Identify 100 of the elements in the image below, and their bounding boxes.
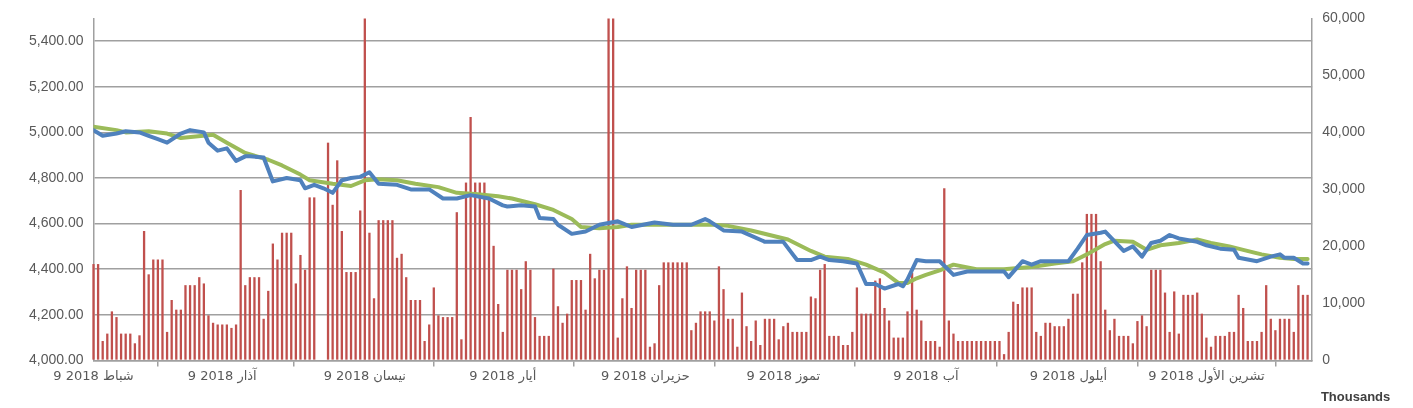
bar	[1191, 294, 1194, 360]
bar	[860, 313, 863, 360]
bar	[230, 327, 233, 360]
bar	[644, 269, 647, 360]
bar	[1099, 261, 1102, 360]
bar	[331, 204, 334, 360]
y2-tick-label: 20,000	[1322, 237, 1366, 254]
bar	[515, 269, 518, 360]
x-tick-label: 9 شباط 2018	[53, 367, 134, 383]
bar	[1159, 269, 1162, 360]
bar	[584, 309, 587, 360]
bar	[1076, 293, 1079, 360]
y2-tick-label: 10,000	[1322, 294, 1366, 311]
x-tick-label: 9 أيار 2018	[469, 366, 537, 384]
x-tick-label: 9 حزيران 2018	[600, 367, 690, 384]
bar	[699, 311, 702, 360]
bar	[552, 268, 555, 360]
y-tick-label: 5,000.00	[29, 123, 84, 140]
bar	[285, 232, 288, 360]
bar	[1297, 285, 1300, 360]
bar	[391, 220, 394, 360]
bar	[400, 253, 403, 360]
bar	[184, 285, 187, 360]
bar	[906, 311, 909, 360]
bar	[1113, 318, 1116, 360]
y-tick-label: 5,200.00	[29, 77, 84, 94]
y-tick-label: 4,600.00	[29, 214, 84, 231]
bar	[1228, 331, 1231, 360]
bar	[837, 335, 840, 360]
bar	[1136, 321, 1139, 360]
bar	[676, 262, 679, 360]
bar	[952, 333, 955, 360]
bar	[492, 245, 495, 360]
y2-axis-title: Thousands	[1320, 388, 1391, 404]
bar	[998, 341, 1001, 360]
y2-tick-label: 30,000	[1322, 180, 1366, 197]
bar	[1205, 337, 1208, 360]
bar	[161, 259, 164, 360]
y-tick-label: 4,800.00	[29, 168, 84, 185]
bar	[598, 269, 601, 360]
bar	[1145, 326, 1148, 360]
x-tick-label: 9 أيلول 2018	[1029, 366, 1108, 384]
bar	[1237, 294, 1240, 360]
bar	[538, 335, 541, 360]
bar	[92, 264, 95, 360]
bar	[791, 331, 794, 360]
bar	[1067, 318, 1070, 360]
bar	[1182, 294, 1185, 360]
bar	[506, 269, 509, 360]
x-tick-label: 9 تموز 2018	[746, 367, 821, 384]
bar	[437, 315, 440, 360]
bar	[814, 298, 817, 360]
bar	[308, 197, 311, 360]
bar	[207, 315, 210, 360]
bar	[423, 341, 426, 360]
x-tick-label: 9 نيسان 2018	[323, 367, 406, 383]
bar	[1053, 326, 1056, 360]
bar	[460, 339, 463, 360]
bar	[561, 322, 564, 360]
bar	[1306, 294, 1309, 360]
bar	[1021, 287, 1024, 360]
y-tick-label: 4,400.00	[29, 260, 84, 277]
bar	[722, 289, 725, 360]
bar	[630, 307, 633, 360]
x-tick-label: 9 آب 2018	[893, 366, 961, 383]
bar	[1283, 318, 1286, 360]
bar	[653, 343, 656, 360]
bar	[138, 335, 141, 360]
y2-tick-label: 60,000	[1322, 9, 1366, 26]
bar	[1090, 213, 1093, 360]
x-tick-label: 9 آذار 2018	[187, 366, 259, 384]
bar	[345, 272, 348, 360]
bar	[483, 182, 486, 360]
bar	[469, 117, 472, 360]
bar	[621, 298, 624, 360]
bar	[1122, 335, 1125, 360]
y2-tick-label: 50,000	[1322, 66, 1366, 83]
bar	[276, 259, 279, 360]
y-tick-label: 4,000.00	[29, 351, 84, 368]
bar	[377, 220, 380, 360]
bar	[575, 280, 578, 360]
bar	[607, 18, 610, 360]
bar	[529, 269, 532, 360]
bar	[1214, 335, 1217, 360]
y-tick-label: 4,200.00	[29, 305, 84, 322]
y2-tick-label: 0	[1322, 351, 1331, 368]
bar	[975, 341, 978, 360]
bar	[1260, 331, 1263, 360]
bar	[368, 232, 371, 360]
bar	[768, 318, 771, 360]
bar	[745, 326, 748, 360]
bar	[253, 277, 256, 360]
x-tick-label: 9 تشرين الأول 2018	[1148, 366, 1265, 384]
bar	[414, 299, 417, 360]
bar	[1274, 330, 1277, 360]
bar	[1002, 354, 1006, 360]
bar	[1168, 331, 1171, 360]
y-tick-label: 5,400.00	[29, 32, 84, 49]
bar	[929, 341, 932, 360]
y2-tick-label: 40,000	[1322, 123, 1366, 140]
